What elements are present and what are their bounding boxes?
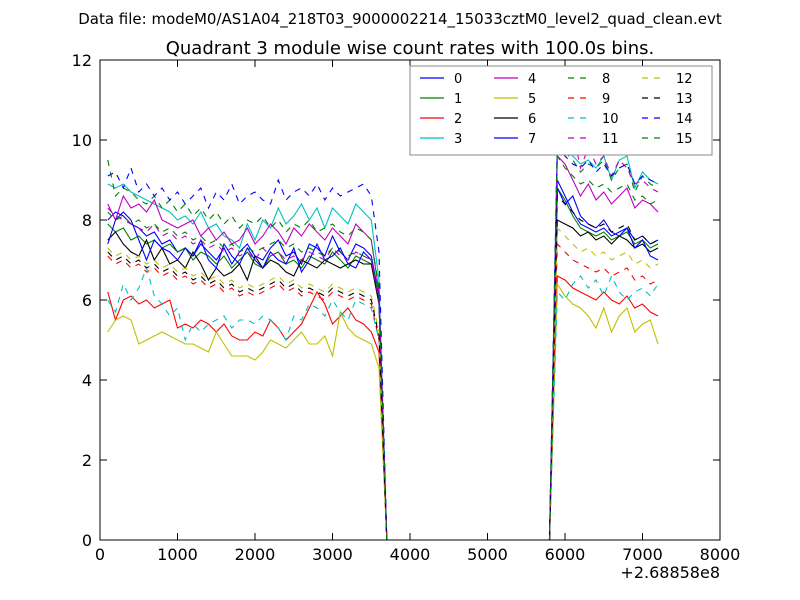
- legend-label-2: 2: [454, 112, 462, 127]
- chart-suptitle: Data file: modeM0/AS1A04_218T03_90000022…: [78, 10, 722, 29]
- legend-label-0: 0: [454, 72, 462, 87]
- legend-label-15: 15: [676, 132, 693, 147]
- chart-title: Quadrant 3 module wise count rates with …: [166, 38, 655, 59]
- x-offset-label: +2.68858e8: [620, 563, 720, 582]
- x-axis: 0 1000 2000 3000 4000 5000 6000 7000 8000: [95, 60, 740, 564]
- y-tick-label: 0: [82, 531, 92, 550]
- x-tick-label: 3000: [312, 545, 353, 564]
- x-tick-label: 7000: [622, 545, 663, 564]
- legend-label-9: 9: [602, 92, 610, 107]
- y-tick-label: 12: [72, 51, 92, 70]
- legend-label-6: 6: [528, 112, 536, 127]
- series-line-9: [107, 242, 659, 541]
- legend-label-4: 4: [528, 72, 536, 87]
- x-tick-label: 2000: [235, 545, 276, 564]
- legend-label-12: 12: [676, 72, 693, 87]
- series-line-12: [107, 226, 659, 541]
- legend-label-3: 3: [454, 132, 462, 147]
- legend-label-14: 14: [676, 112, 693, 127]
- legend-label-7: 7: [528, 132, 536, 147]
- legend-label-8: 8: [602, 72, 610, 87]
- legend-label-5: 5: [528, 92, 536, 107]
- y-tick-label: 4: [82, 371, 92, 390]
- x-tick-label: 6000: [545, 545, 586, 564]
- series-line-15: [107, 154, 659, 541]
- legend-label-11: 11: [602, 132, 619, 147]
- x-tick-label: 5000: [467, 545, 508, 564]
- legend-label-1: 1: [454, 92, 462, 107]
- x-tick-label: 0: [95, 545, 105, 564]
- legend-box: [409, 65, 713, 156]
- series-line-14: [107, 142, 659, 541]
- y-tick-label: 8: [82, 211, 92, 230]
- x-tick-label: 1000: [157, 545, 198, 564]
- y-tick-label: 10: [72, 131, 92, 150]
- y-tick-label: 2: [82, 451, 92, 470]
- y-tick-label: 6: [82, 291, 92, 310]
- legend-label-10: 10: [602, 112, 619, 127]
- x-tick-label: 8000: [700, 545, 741, 564]
- x-tick-label: 4000: [390, 545, 431, 564]
- legend-label-13: 13: [676, 92, 693, 107]
